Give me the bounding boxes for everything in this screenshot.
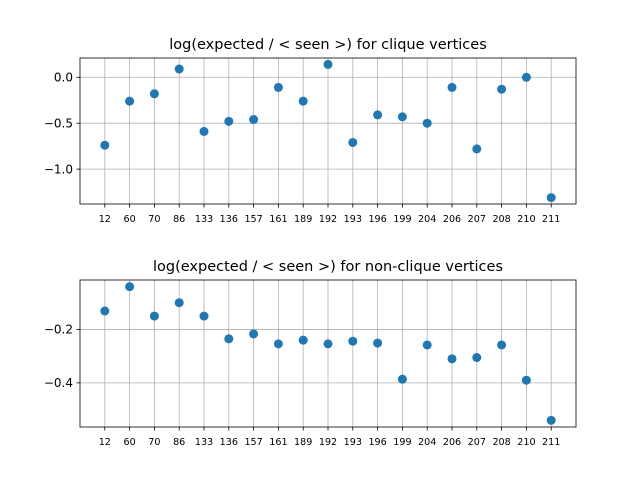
x-tick-label: 189 bbox=[294, 214, 312, 225]
data-point bbox=[447, 82, 457, 92]
y-tick-label: −0.2 bbox=[44, 323, 73, 337]
data-point bbox=[199, 311, 209, 321]
data-point bbox=[546, 415, 556, 425]
x-tick-label: 86 bbox=[173, 214, 185, 225]
x-tick-label: 207 bbox=[468, 437, 486, 448]
plot-frame bbox=[79, 57, 577, 205]
y-tick-label: −0.4 bbox=[44, 376, 73, 390]
clique-vertices-chart: log(expected / < seen >) for clique vert… bbox=[44, 37, 577, 225]
x-tick-label: 196 bbox=[368, 437, 386, 448]
x-tick-label: 157 bbox=[244, 214, 262, 225]
data-point bbox=[323, 59, 333, 69]
chart-title: log(expected / < seen >) for clique vert… bbox=[169, 37, 487, 53]
y-tick-label: −0.5 bbox=[44, 116, 73, 130]
data-point bbox=[224, 116, 234, 126]
x-tick-label: 211 bbox=[542, 214, 560, 225]
data-point bbox=[521, 72, 531, 82]
x-tick-label: 60 bbox=[123, 214, 135, 225]
x-tick-label: 136 bbox=[220, 214, 238, 225]
data-point bbox=[472, 353, 482, 363]
data-point bbox=[149, 89, 159, 99]
data-point bbox=[149, 311, 159, 321]
x-tick-label: 161 bbox=[269, 437, 287, 448]
x-tick-label: 189 bbox=[294, 437, 312, 448]
x-tick-label: 136 bbox=[220, 437, 238, 448]
data-point bbox=[447, 354, 457, 364]
data-point bbox=[397, 112, 407, 122]
data-point bbox=[348, 336, 358, 346]
data-point bbox=[497, 84, 507, 94]
data-point bbox=[100, 140, 110, 150]
x-tick-label: 12 bbox=[99, 437, 111, 448]
x-tick-label: 60 bbox=[123, 437, 135, 448]
data-point bbox=[100, 306, 110, 316]
chart-title: log(expected / < seen >) for non-clique … bbox=[153, 259, 503, 275]
x-tick-label: 133 bbox=[195, 214, 213, 225]
data-point bbox=[174, 298, 184, 308]
y-tick-label: 0.0 bbox=[54, 71, 73, 85]
x-tick-label: 208 bbox=[492, 437, 510, 448]
x-tick-label: 133 bbox=[195, 437, 213, 448]
data-point bbox=[125, 282, 135, 292]
x-tick-label: 196 bbox=[368, 214, 386, 225]
data-point bbox=[273, 82, 283, 92]
data-point bbox=[323, 339, 333, 349]
x-tick-label: 193 bbox=[344, 214, 362, 225]
data-point bbox=[373, 110, 383, 120]
x-tick-label: 210 bbox=[517, 214, 535, 225]
data-point bbox=[422, 118, 432, 128]
data-point bbox=[298, 335, 308, 345]
data-point bbox=[249, 329, 259, 339]
x-tick-label: 199 bbox=[393, 437, 411, 448]
data-point bbox=[199, 126, 209, 136]
data-point bbox=[497, 340, 507, 350]
x-tick-label: 192 bbox=[319, 214, 337, 225]
data-point bbox=[546, 193, 556, 203]
data-point bbox=[373, 338, 383, 348]
data-point bbox=[472, 144, 482, 154]
data-point bbox=[422, 340, 432, 350]
data-point bbox=[224, 334, 234, 344]
data-point bbox=[249, 115, 259, 125]
x-tick-label: 70 bbox=[148, 214, 160, 225]
x-tick-label: 208 bbox=[492, 214, 510, 225]
data-point bbox=[521, 375, 531, 385]
x-tick-label: 12 bbox=[99, 214, 111, 225]
x-tick-label: 204 bbox=[418, 214, 436, 225]
non-clique-vertices-chart: log(expected / < seen >) for non-clique … bbox=[44, 259, 577, 448]
x-tick-label: 192 bbox=[319, 437, 337, 448]
y-tick-label: −1.0 bbox=[44, 162, 73, 176]
x-tick-label: 193 bbox=[344, 437, 362, 448]
x-tick-label: 210 bbox=[517, 437, 535, 448]
data-point bbox=[174, 64, 184, 74]
x-tick-label: 206 bbox=[443, 214, 461, 225]
x-tick-label: 70 bbox=[148, 437, 160, 448]
x-tick-label: 206 bbox=[443, 437, 461, 448]
x-tick-label: 204 bbox=[418, 437, 436, 448]
x-tick-label: 199 bbox=[393, 214, 411, 225]
plot-frame bbox=[79, 279, 577, 428]
x-tick-label: 207 bbox=[468, 214, 486, 225]
data-point bbox=[298, 96, 308, 106]
x-tick-label: 86 bbox=[173, 437, 185, 448]
data-point bbox=[397, 374, 407, 384]
x-tick-label: 211 bbox=[542, 437, 560, 448]
x-tick-label: 161 bbox=[269, 214, 287, 225]
data-point bbox=[348, 137, 358, 147]
data-point bbox=[273, 339, 283, 349]
x-tick-label: 157 bbox=[244, 437, 262, 448]
data-point bbox=[125, 96, 135, 106]
